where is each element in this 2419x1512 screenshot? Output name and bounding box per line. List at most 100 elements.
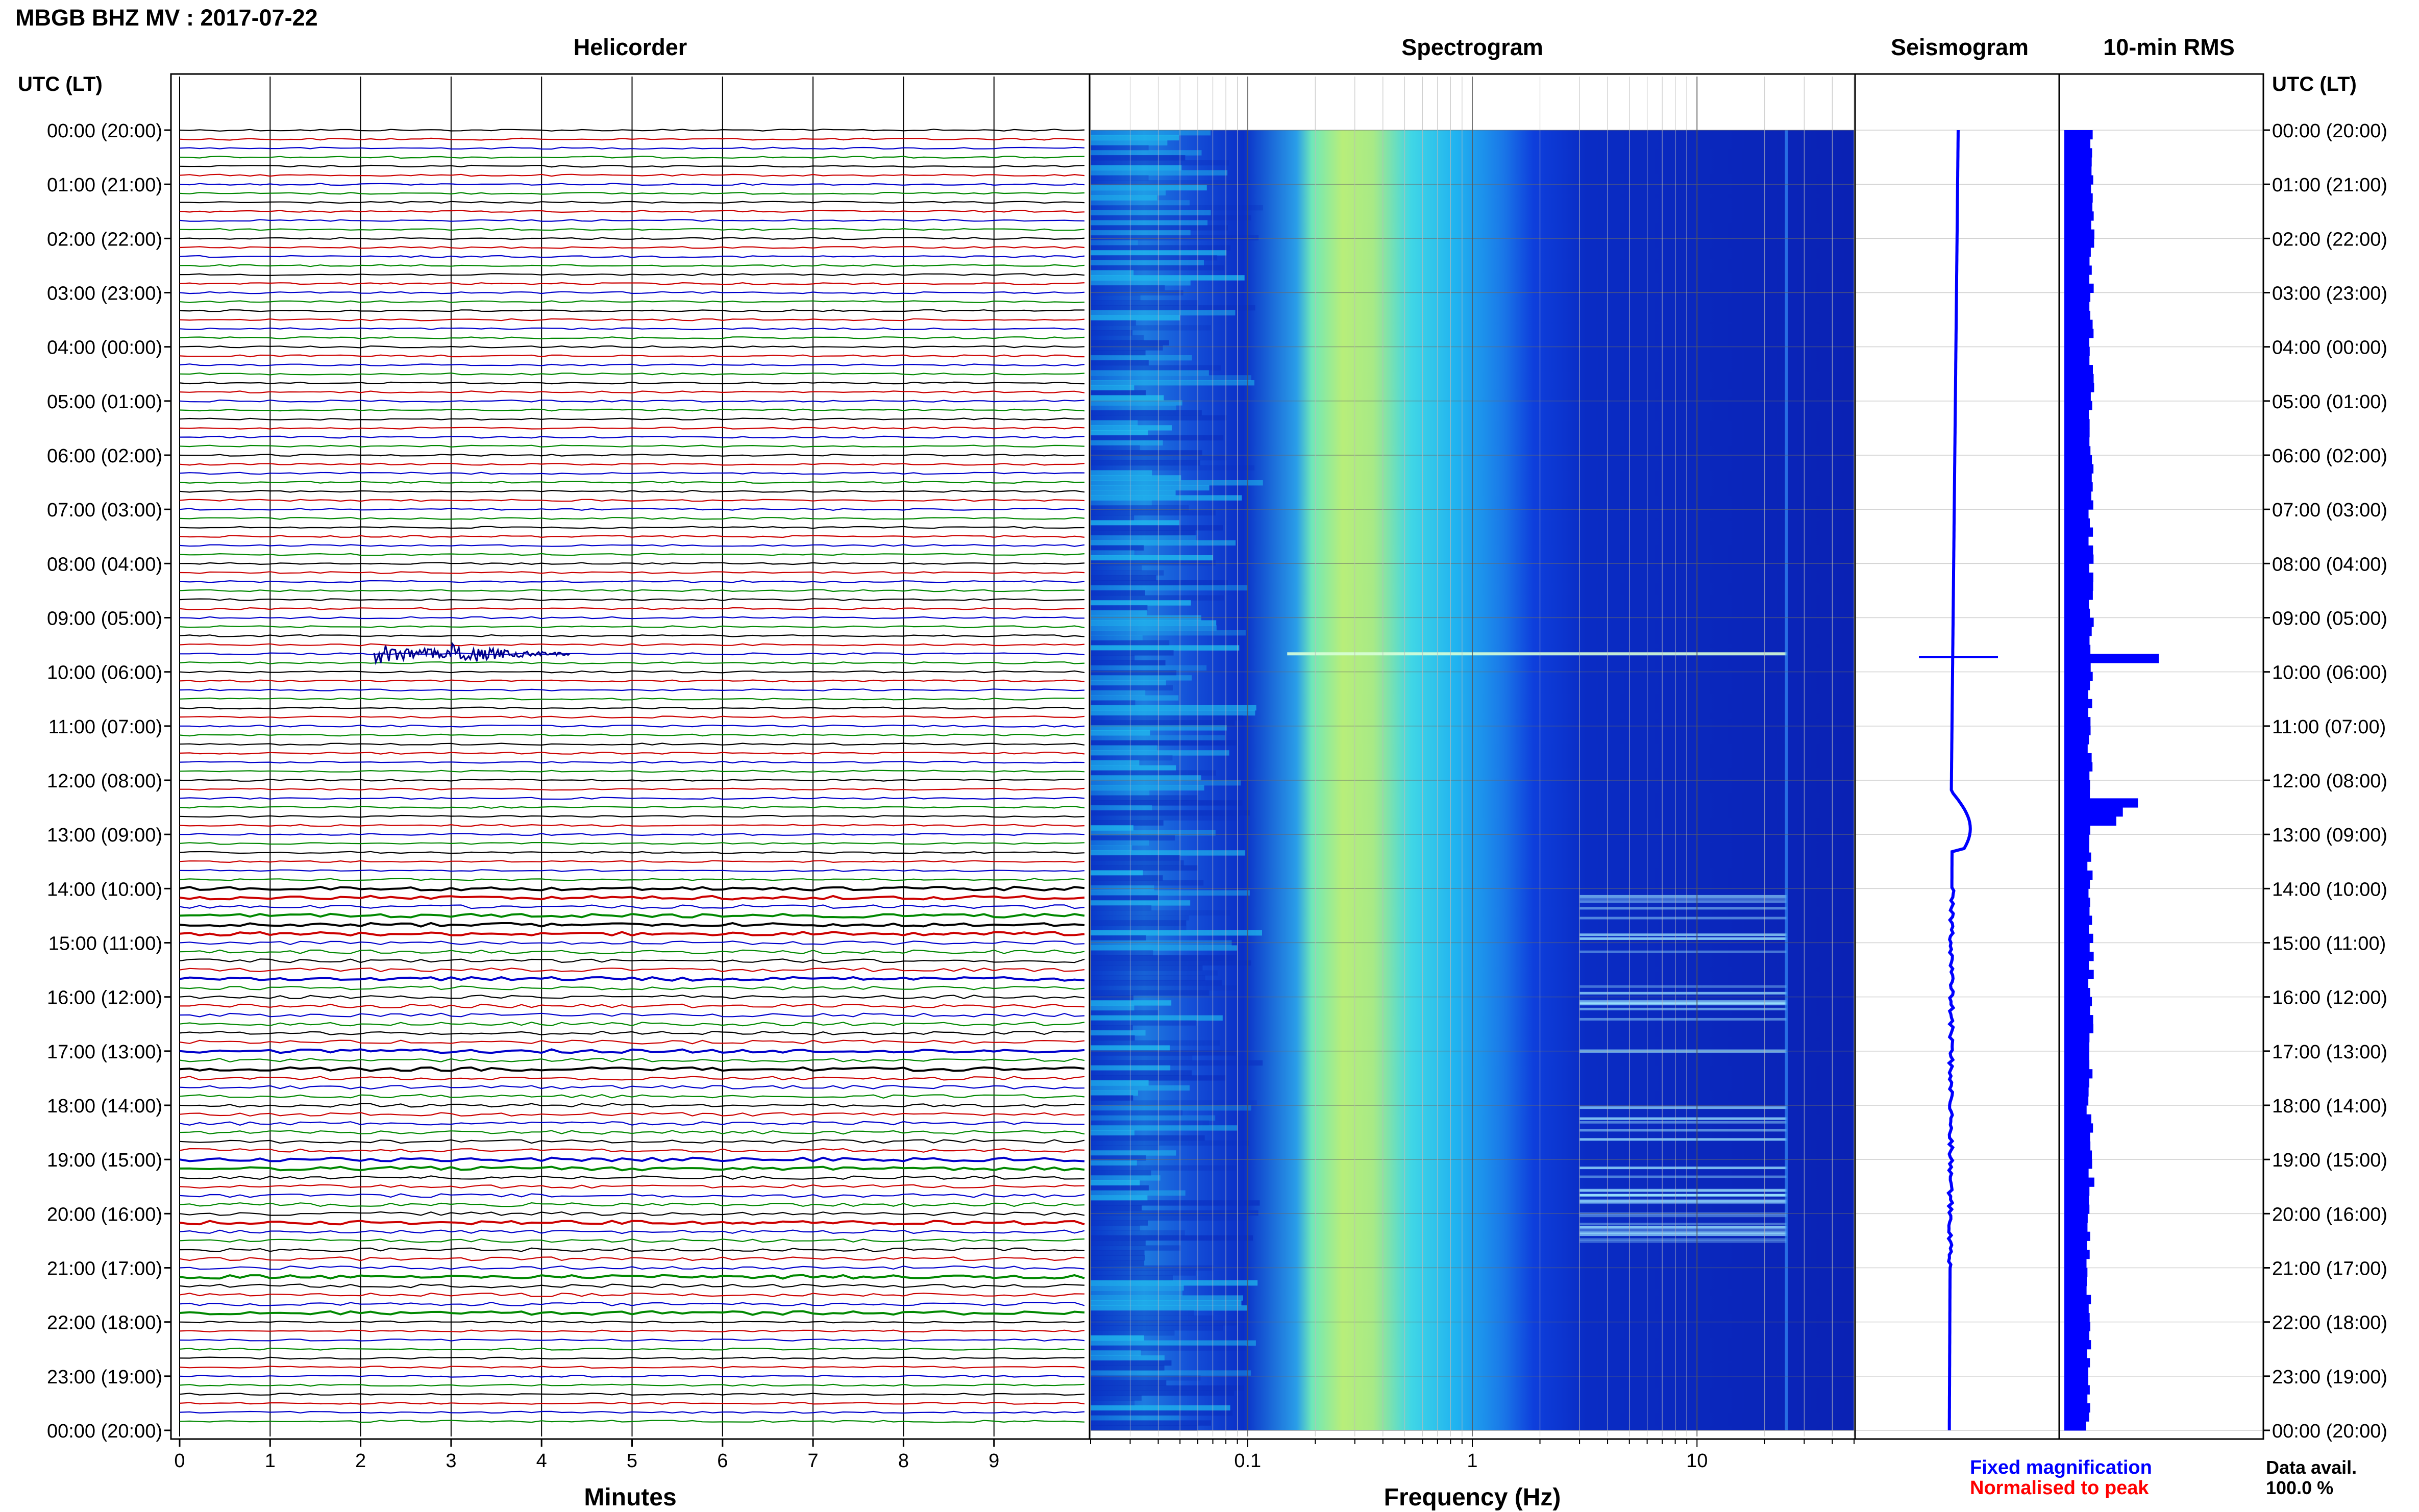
spectrogram-texture-band bbox=[1091, 1035, 1135, 1041]
spectrogram-texture-band bbox=[1091, 585, 1248, 591]
helicorder-trace bbox=[179, 806, 1085, 809]
spectrogram-texture-band bbox=[1091, 840, 1149, 846]
helicorder-trace bbox=[179, 1383, 1085, 1387]
spectrogram-texture-band bbox=[1091, 850, 1246, 856]
helicorder-trace bbox=[179, 1057, 1085, 1063]
time-label-left: 06:00 (02:00) bbox=[47, 445, 162, 467]
helicorder-trace bbox=[179, 481, 1085, 484]
spectrogram-texture-band bbox=[1091, 1375, 1201, 1381]
helicorder-trace bbox=[179, 300, 1085, 304]
helicorder-trace bbox=[179, 661, 1085, 664]
spectrogram-texture-band bbox=[1091, 1140, 1249, 1146]
rms-bar bbox=[2064, 726, 2091, 735]
spectrogram-texture-band bbox=[1091, 1175, 1161, 1181]
rms-bar bbox=[2064, 1177, 2094, 1187]
helicorder-trace bbox=[179, 1012, 1085, 1018]
helicorder-trace bbox=[179, 1247, 1085, 1252]
spectrogram-texture-band bbox=[1091, 1100, 1257, 1106]
spectrogram-texture-band bbox=[1091, 755, 1173, 761]
rms-bar bbox=[2064, 1159, 2092, 1169]
spectrogram-texture bbox=[1091, 130, 1788, 1431]
spectrogram-texture-band bbox=[1091, 860, 1184, 866]
time-label-right: 04:00 (00:00) bbox=[2272, 337, 2387, 359]
spectrogram-texture-band bbox=[1091, 180, 1250, 186]
spectrogram-harmonic-band bbox=[1579, 900, 1787, 903]
spectrogram-texture-band bbox=[1091, 490, 1176, 495]
time-label-right: 19:00 (15:00) bbox=[2272, 1150, 2387, 1171]
helicorder-trace bbox=[179, 1238, 1085, 1243]
spectrogram-texture-band bbox=[1091, 455, 1227, 461]
spectrogram-texture-band bbox=[1091, 225, 1228, 231]
rms-bar bbox=[2064, 554, 2094, 564]
spectrogram-harmonic-band bbox=[1579, 1138, 1787, 1141]
rms-bar bbox=[2064, 843, 2089, 853]
rms-bar bbox=[2064, 346, 2090, 356]
spectrogram-texture-band bbox=[1091, 440, 1163, 445]
helicorder-trace bbox=[179, 679, 1085, 683]
helicorder-trace bbox=[179, 995, 1085, 1000]
helicorder-trace bbox=[179, 499, 1085, 502]
helicorder-trace bbox=[179, 1030, 1085, 1035]
spectrogram-texture-band bbox=[1091, 665, 1207, 671]
helicorder-trace bbox=[179, 1211, 1085, 1216]
rms-bar bbox=[2064, 455, 2092, 465]
spectrogram-texture-band bbox=[1091, 495, 1242, 501]
helicorder-trace bbox=[179, 408, 1085, 412]
time-label-left: 10:00 (06:00) bbox=[47, 662, 162, 684]
rms-bar bbox=[2064, 735, 2089, 745]
rms-bar bbox=[2064, 292, 2090, 302]
rms-bar bbox=[2064, 988, 2090, 998]
rms-bar bbox=[2064, 283, 2094, 293]
spectrogram-texture-band bbox=[1091, 415, 1227, 420]
helicorder-trace bbox=[179, 751, 1085, 755]
spectrogram-texture-band bbox=[1091, 710, 1255, 716]
rms-bar bbox=[2064, 500, 2093, 510]
helicorder-trace bbox=[179, 462, 1085, 466]
helicorder-trace bbox=[179, 958, 1085, 963]
spectrogram-texture-band bbox=[1091, 310, 1236, 316]
helicorder-trace bbox=[179, 697, 1085, 701]
time-label-right: 14:00 (10:00) bbox=[2272, 879, 2387, 900]
spectrogram-texture-band bbox=[1091, 1085, 1190, 1091]
helicorder-trace bbox=[179, 1256, 1085, 1261]
spectrogram-texture-band bbox=[1091, 930, 1262, 936]
spectrogram-texture-band bbox=[1091, 685, 1173, 691]
spectrogram-texture-band bbox=[1091, 900, 1191, 906]
helicorder-trace bbox=[179, 435, 1085, 439]
rms-bar bbox=[2064, 374, 2094, 383]
spectrogram-texture-band bbox=[1091, 155, 1186, 161]
spectrogram-harmonic-band bbox=[1579, 1226, 1787, 1229]
spectrogram-texture-band bbox=[1091, 215, 1251, 220]
spectrogram-texture-band bbox=[1091, 140, 1168, 145]
spectrogram-texture-band bbox=[1091, 1350, 1141, 1356]
spectrogram-texture-band bbox=[1091, 1055, 1193, 1061]
helicorder-trace bbox=[179, 842, 1085, 845]
rms-bar bbox=[2064, 1132, 2090, 1142]
spectrogram-texture-band bbox=[1091, 1355, 1165, 1361]
helicorder-trace bbox=[179, 553, 1085, 556]
rms-bar bbox=[2064, 527, 2093, 537]
rms-bar bbox=[2064, 1105, 2087, 1115]
helicorder-trace bbox=[179, 1339, 1085, 1342]
spectrogram-harmonic-band bbox=[1579, 1200, 1787, 1203]
spectrogram-harmonic-band bbox=[1579, 1240, 1787, 1243]
rms-bar bbox=[2064, 265, 2092, 275]
helicorder-trace bbox=[179, 1039, 1085, 1045]
helicorder-trace bbox=[179, 137, 1085, 141]
rms-bar bbox=[2064, 1024, 2093, 1033]
rms-bar bbox=[2064, 1231, 2090, 1241]
helicorder-trace bbox=[179, 444, 1085, 448]
time-label-right: 01:00 (21:00) bbox=[2272, 175, 2387, 196]
rms-bar bbox=[2064, 1087, 2089, 1097]
helicorder-tick-label: 4 bbox=[536, 1450, 547, 1472]
rms-bar bbox=[2064, 338, 2089, 348]
helicorder-trace bbox=[179, 318, 1085, 321]
data-availability-label: Data avail. bbox=[2266, 1457, 2357, 1478]
spectrogram-texture-band bbox=[1091, 1200, 1260, 1206]
spectrogram-texture-band bbox=[1091, 505, 1189, 511]
time-labels-left: 00:00 (20:00) 01:00 (21:00) 02:00 (22:00) 0… bbox=[47, 120, 171, 1442]
spectrogram-texture-band bbox=[1091, 1360, 1172, 1366]
spectrogram-texture-band bbox=[1091, 820, 1164, 826]
rms-bar bbox=[2064, 1268, 2088, 1277]
spectrogram-texture-band bbox=[1091, 1220, 1148, 1226]
